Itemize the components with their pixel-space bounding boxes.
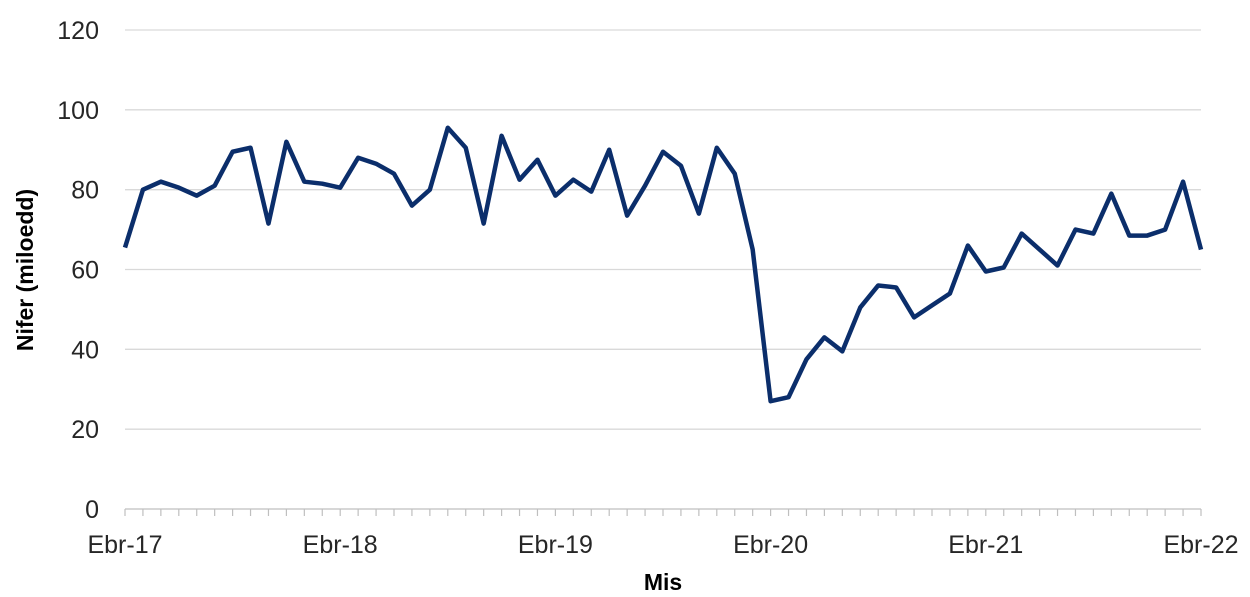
gridlines xyxy=(125,29,1201,430)
y-tick-label: 120 xyxy=(57,17,99,45)
x-tick-label: Ebr-17 xyxy=(87,531,162,559)
y-tick-label: 80 xyxy=(71,177,99,205)
x-axis: Ebr-17 Ebr-18 Ebr-19 Ebr-20 Ebr-21 Ebr-22 xyxy=(87,508,1239,559)
x-tick-label: Ebr-22 xyxy=(1163,531,1238,559)
y-tick-label: 100 xyxy=(57,97,99,125)
x-tick-label: Ebr-19 xyxy=(518,531,593,559)
y-axis-ticks: 0 20 40 60 80 100 120 xyxy=(57,17,99,524)
x-tick-label: Ebr-18 xyxy=(303,531,378,559)
y-tick-label: 60 xyxy=(71,257,99,285)
y-tick-label: 40 xyxy=(71,336,99,364)
x-tick-label: Ebr-21 xyxy=(948,531,1023,559)
y-axis-title: Nifer (miloedd) xyxy=(12,189,38,351)
y-tick-label: 20 xyxy=(71,416,99,444)
x-tick-label: Ebr-20 xyxy=(733,531,808,559)
x-axis-title: Mis xyxy=(644,569,682,595)
series-group xyxy=(122,125,1204,404)
y-tick-label: 0 xyxy=(85,496,99,524)
series-line xyxy=(122,125,1204,404)
